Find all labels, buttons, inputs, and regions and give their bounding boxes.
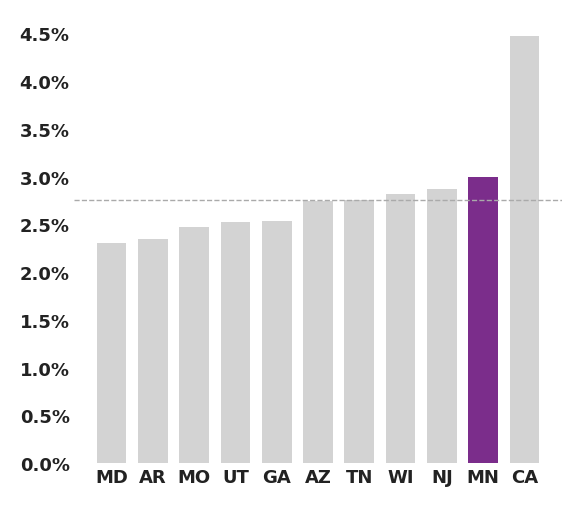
Bar	[97, 244, 127, 463]
Bar	[138, 239, 168, 463]
Bar	[303, 201, 333, 463]
Bar	[179, 228, 209, 463]
Bar	[386, 194, 415, 463]
Bar	[344, 200, 374, 463]
Bar	[509, 37, 539, 463]
Bar	[468, 177, 498, 463]
Bar	[262, 221, 292, 463]
Bar	[221, 223, 250, 463]
Bar	[427, 190, 457, 463]
